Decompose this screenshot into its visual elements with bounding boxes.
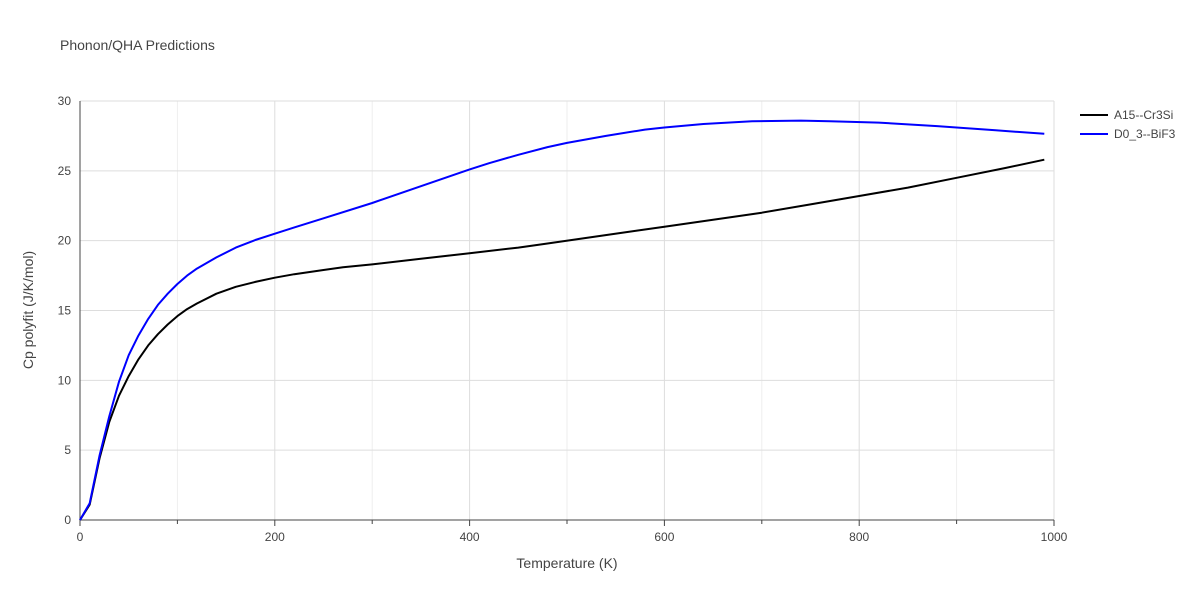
series-line-1 [79,119,1045,521]
x-tick-label: 800 [849,530,869,544]
x-tick-label: 600 [654,530,674,544]
y-tick-label: 15 [58,304,72,318]
y-tick-label: 20 [58,234,72,248]
x-tick-label: 400 [460,530,480,544]
y-tick-label: 0 [64,513,71,527]
x-tick-label: 0 [77,530,84,544]
y-tick-label: 25 [58,164,72,178]
x-tick-label: 1000 [1041,530,1068,544]
y-tick-label: 30 [58,94,72,108]
chart-title: Phonon/QHA Predictions [60,37,215,53]
x-tick-label: 200 [265,530,285,544]
y-tick-label: 10 [58,373,72,387]
axes: 0 200 400 600 800 1000 0 5 10 15 20 25 30 [58,94,1068,544]
legend[interactable]: A15--Cr3Si D0_3--BiF3 [1080,108,1176,141]
series-line-0 [79,158,1045,521]
legend-label-1: D0_3--BiF3 [1114,127,1176,141]
x-axis-title: Temperature (K) [516,555,617,571]
y-axis-title: Cp polyfit (J/K/mol) [20,251,36,369]
grid-lines [80,100,1055,520]
legend-label-0: A15--Cr3Si [1114,108,1173,122]
plot-area [79,119,1045,521]
y-tick-label: 5 [64,443,71,457]
